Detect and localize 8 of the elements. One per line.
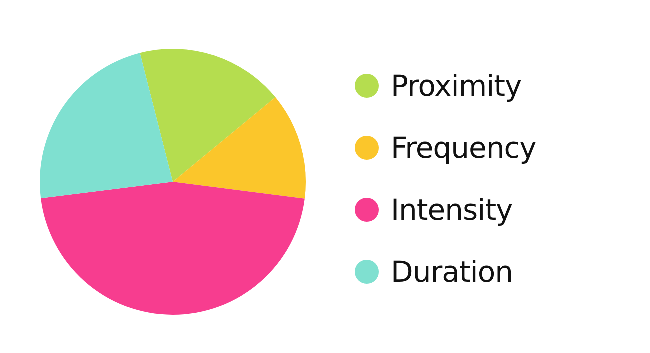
pie-slice	[40, 53, 173, 198]
pie-slice	[140, 49, 276, 182]
pie-slice	[41, 182, 305, 315]
pie-slice	[173, 97, 306, 199]
legend-label: Duration	[391, 255, 513, 289]
legend-label: Intensity	[391, 193, 513, 227]
legend-label: Proximity	[391, 69, 522, 103]
legend-label: Frequency	[391, 131, 536, 165]
